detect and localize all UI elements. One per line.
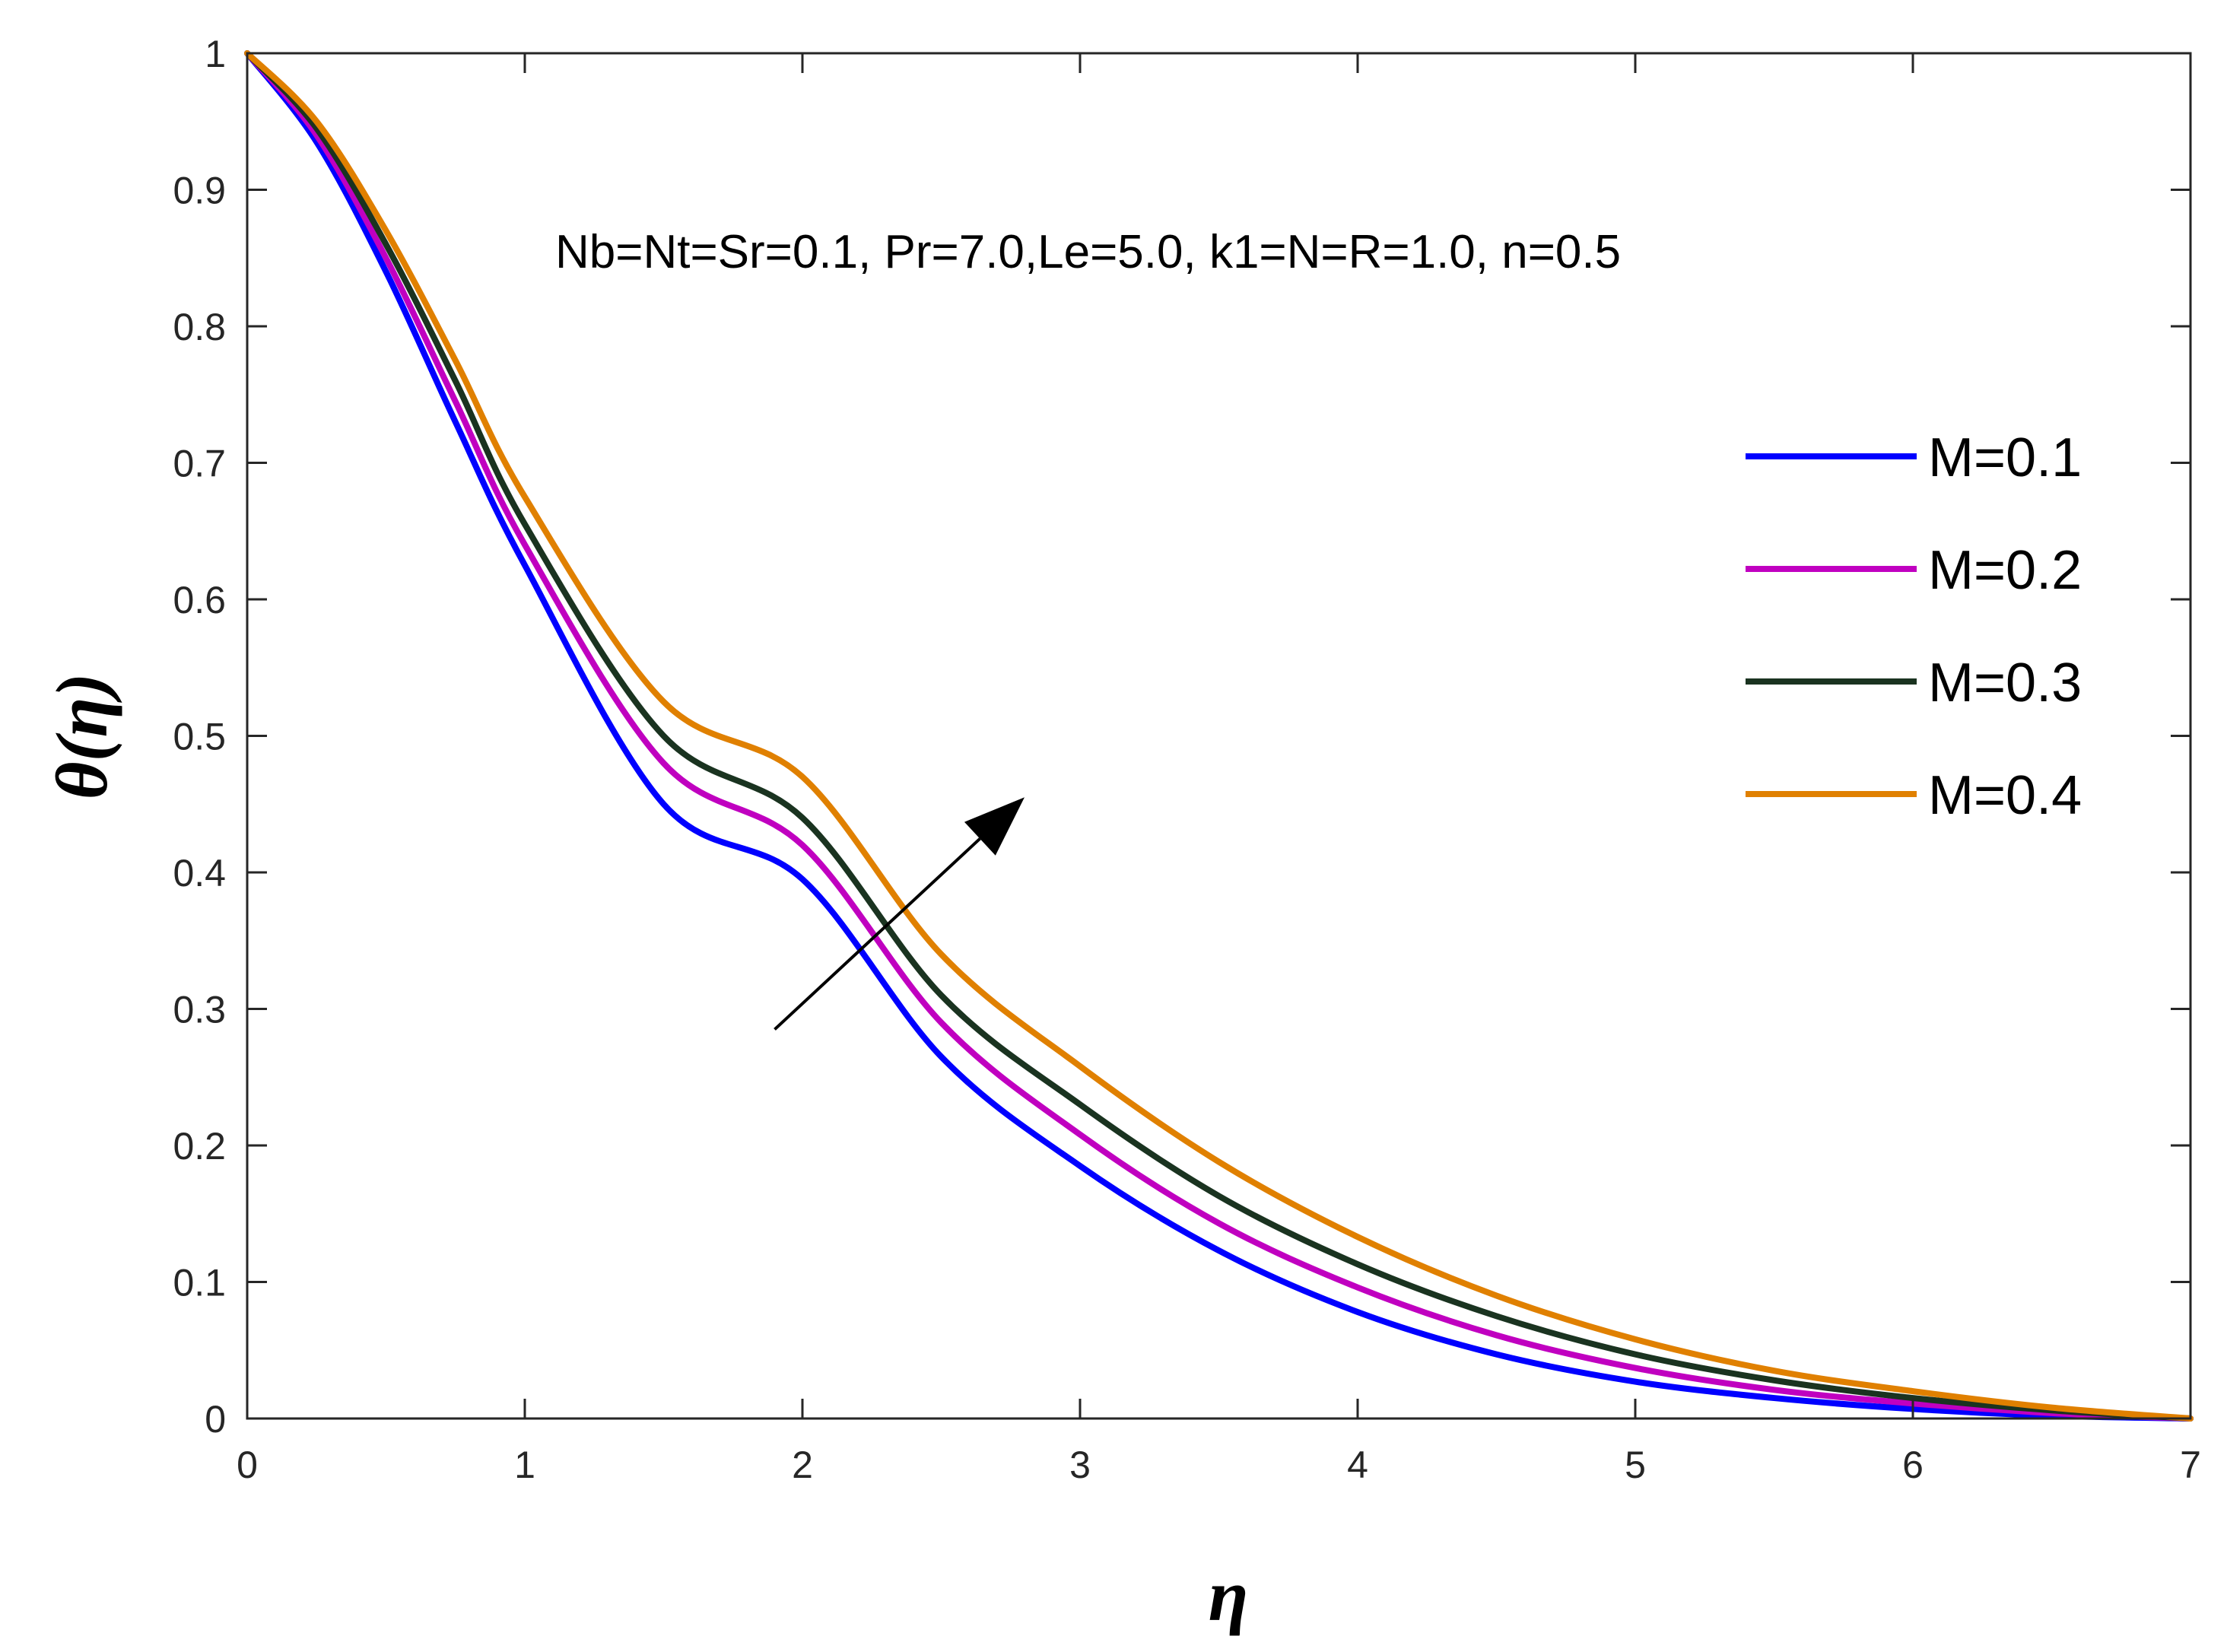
x-tick-label: 1 bbox=[514, 1444, 535, 1486]
x-axis-label: η bbox=[1209, 1555, 1249, 1636]
legend-label-4: M=0.4 bbox=[1928, 765, 2082, 826]
plot-frame bbox=[246, 52, 2192, 1420]
series-line-2 bbox=[244, 50, 2194, 1422]
series-line-3 bbox=[244, 50, 2194, 1422]
legend-label-2: M=0.2 bbox=[1928, 540, 2082, 601]
y-tick-labels: 0 0.1 0.2 0.3 0.4 0.5 0.6 0.7 0.8 0.9 1 bbox=[173, 33, 226, 1441]
arrow-shaft bbox=[774, 837, 981, 1031]
y-tick-label: 0.9 bbox=[173, 170, 226, 212]
x-tick-labels: 0 1 2 3 4 5 6 7 bbox=[237, 1444, 2201, 1486]
increase-arrow bbox=[774, 797, 1025, 1031]
y-axis-label: θ(η) bbox=[41, 673, 122, 799]
y-tick-label: 0.5 bbox=[173, 716, 226, 758]
x-tick-label: 5 bbox=[1625, 1444, 1646, 1486]
y-tick-label: 1 bbox=[205, 33, 226, 75]
plot-area bbox=[247, 53, 2190, 1418]
parameter-annotation: Nb=Nt=Sr=0.1, Pr=7.0,Le=5.0, k1=N=R=1.0,… bbox=[555, 226, 1621, 278]
y-tick-label: 0.4 bbox=[173, 852, 226, 894]
x-tick-label: 3 bbox=[1069, 1444, 1091, 1486]
y-tick-label: 0.8 bbox=[173, 306, 226, 348]
x-tick-label: 7 bbox=[2180, 1444, 2201, 1486]
arrow-head bbox=[964, 797, 1025, 856]
legend-label-1: M=0.1 bbox=[1928, 427, 2082, 488]
x-tick-label: 0 bbox=[237, 1444, 258, 1486]
legend-label-3: M=0.3 bbox=[1928, 653, 2082, 713]
x-tick-label: 6 bbox=[1902, 1444, 1924, 1486]
x-tick-label: 4 bbox=[1347, 1444, 1368, 1486]
y-tick-label: 0.1 bbox=[173, 1262, 226, 1304]
series-line-1 bbox=[244, 50, 2194, 1422]
legend: M=0.1 M=0.2 M=0.3 M=0.4 bbox=[1746, 427, 2082, 826]
y-tick-label: 0.6 bbox=[173, 579, 226, 621]
y-tick-label: 0 bbox=[205, 1398, 226, 1441]
x-tick-label: 2 bbox=[792, 1444, 813, 1486]
y-tick-label: 0.3 bbox=[173, 989, 226, 1031]
series-curves bbox=[244, 50, 2194, 1422]
y-tick-label: 0.2 bbox=[173, 1125, 226, 1168]
series-line-4 bbox=[244, 50, 2194, 1422]
y-tick-label: 0.7 bbox=[173, 443, 226, 485]
